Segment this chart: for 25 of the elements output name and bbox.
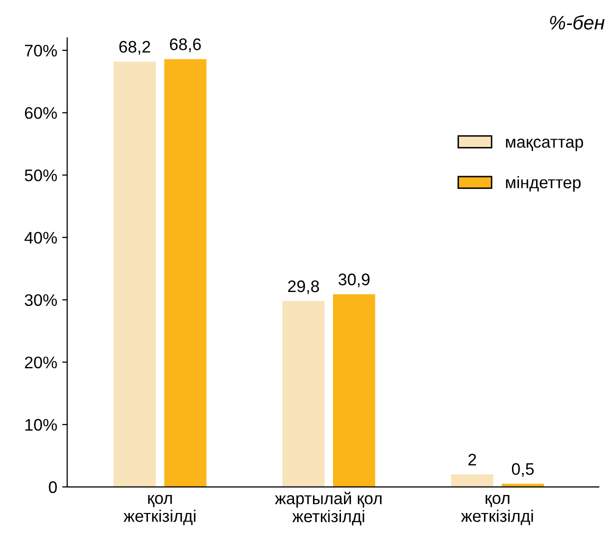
data-label: 68,2: [119, 40, 150, 55]
data-label: 0,5: [512, 463, 534, 477]
y-tick-label: 60%: [24, 107, 57, 119]
data-label: 68,6: [170, 38, 201, 52]
y-tick-label: 40%: [24, 232, 57, 244]
x-tick-label: қол жеткізілді: [461, 494, 533, 526]
x-tick-label: қол жеткізілді: [124, 494, 196, 526]
y-tick-label: 30%: [24, 294, 57, 306]
y-tick-label: 70%: [24, 44, 57, 57]
data-label: 29,8: [288, 280, 319, 294]
bar: [114, 62, 156, 487]
bar: [282, 301, 325, 487]
y-tick-label: 0: [48, 481, 57, 494]
legend-label: міндеттер: [506, 176, 581, 192]
y-tick-label: 10%: [25, 418, 57, 431]
y-tick-label: 50%: [24, 169, 57, 182]
data-label: 30,9: [338, 274, 370, 288]
bar: [164, 59, 206, 487]
legend-label: мақсаттар: [506, 138, 584, 152]
x-tick-label: жартылай қол жеткізілді: [274, 492, 382, 526]
text: %-бен: [550, 15, 605, 30]
bar: [451, 474, 494, 487]
bar: [332, 294, 376, 487]
y-tick-label: 20%: [24, 356, 57, 368]
data-label: 2: [468, 454, 476, 466]
